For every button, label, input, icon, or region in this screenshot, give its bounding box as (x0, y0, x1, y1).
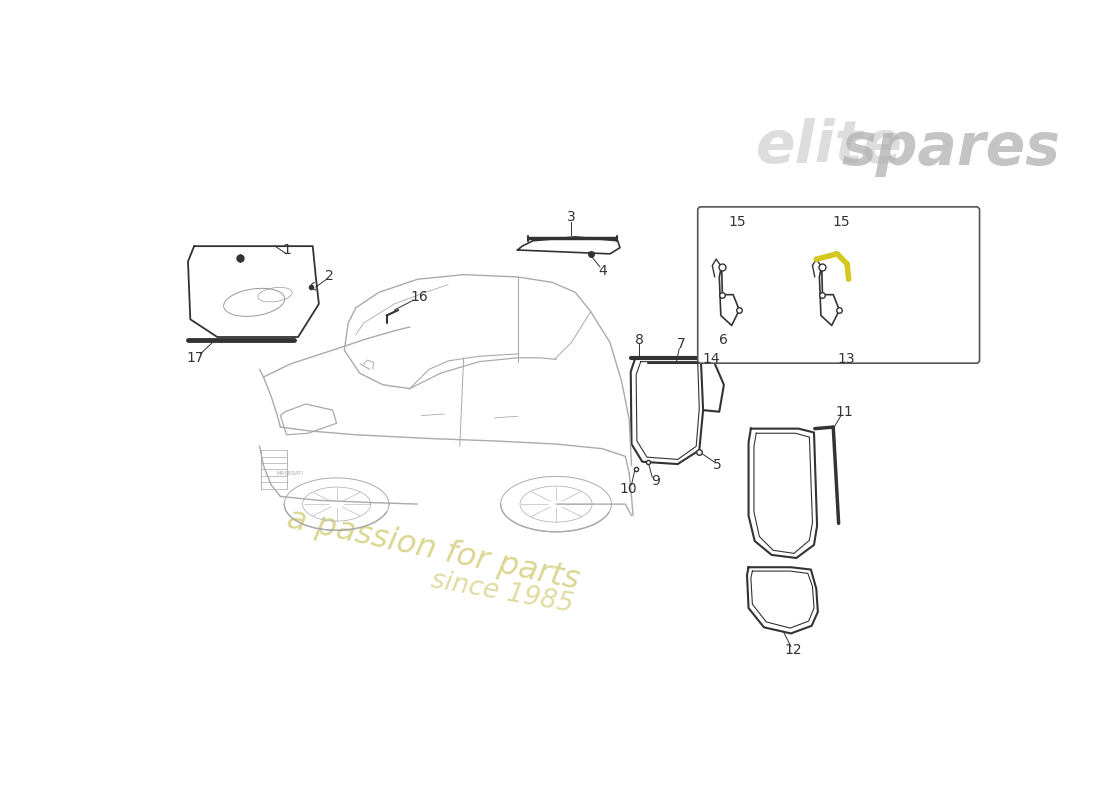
Text: a passion for parts: a passion for parts (284, 504, 582, 597)
Text: 4: 4 (598, 264, 606, 278)
Text: since 1985: since 1985 (429, 567, 575, 618)
Text: 15: 15 (728, 214, 746, 229)
Text: spares: spares (842, 120, 1060, 177)
Text: MASERATI: MASERATI (277, 470, 304, 476)
Text: elite: elite (757, 118, 903, 174)
Text: 13: 13 (837, 352, 855, 366)
Text: 8: 8 (635, 333, 643, 347)
Text: 6: 6 (719, 333, 728, 347)
Text: 17: 17 (187, 350, 205, 365)
FancyBboxPatch shape (697, 207, 980, 363)
Text: 11: 11 (836, 405, 854, 418)
Text: 12: 12 (784, 643, 802, 658)
Text: 1: 1 (282, 243, 292, 257)
Text: 14: 14 (702, 352, 719, 366)
Text: 2: 2 (326, 269, 334, 283)
Text: 9: 9 (651, 474, 660, 488)
Text: 5: 5 (714, 458, 722, 472)
Text: 16: 16 (410, 290, 428, 304)
Text: 15: 15 (832, 214, 850, 229)
Text: 3: 3 (568, 210, 575, 224)
Text: 10: 10 (619, 482, 637, 496)
Text: 7: 7 (678, 337, 686, 351)
